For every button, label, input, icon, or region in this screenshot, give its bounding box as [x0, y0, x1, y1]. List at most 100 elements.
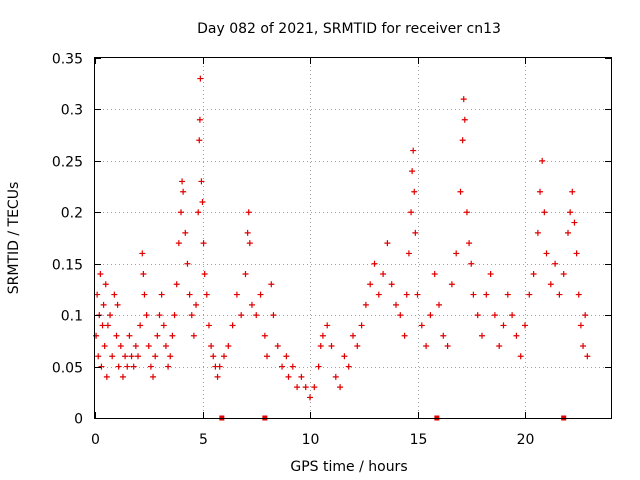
data-point: [197, 75, 204, 82]
data-point: [169, 332, 176, 339]
chart-title: Day 082 of 2021, SRMTID for receiver cn1…: [197, 21, 501, 37]
data-point: [270, 312, 277, 319]
data-point: [311, 384, 318, 391]
data-point: [569, 188, 576, 195]
data-point: [380, 271, 387, 277]
data-point: [388, 281, 395, 288]
data-point: [504, 291, 511, 298]
data-point: [242, 271, 249, 277]
data-point: [341, 353, 348, 360]
x-tick-label: 15: [410, 432, 428, 448]
data-point: [440, 332, 447, 339]
data-point: [423, 343, 430, 349]
data-point: [165, 363, 172, 370]
data-point: [457, 188, 464, 195]
data-point: [135, 353, 141, 360]
grid: [95, 58, 611, 418]
data-point: [375, 291, 382, 298]
data-point: [463, 209, 470, 216]
data-point: [143, 312, 150, 319]
data-point: [264, 353, 270, 360]
data-point: [577, 322, 584, 329]
data-point: [500, 322, 507, 329]
data-point: [162, 343, 169, 349]
data-point: [431, 271, 438, 277]
data-point: [405, 250, 412, 257]
data-point: [345, 363, 352, 370]
data-point: [584, 353, 591, 360]
data-point: [468, 260, 475, 267]
data-point: [182, 229, 189, 236]
data-point: [543, 250, 550, 257]
data-point: [302, 384, 309, 391]
data-point: [158, 291, 165, 298]
data-point: [418, 322, 425, 329]
data-point: [298, 373, 305, 380]
data-point: [139, 250, 146, 257]
data-point: [332, 373, 339, 380]
data-point: [175, 240, 182, 247]
data-point: [221, 353, 227, 360]
data-point: [384, 240, 391, 247]
data-point: [137, 322, 144, 329]
data-point: [95, 353, 102, 360]
data-point: [444, 343, 451, 349]
data-point: [358, 322, 365, 329]
data-point: [150, 373, 157, 380]
data-point: [409, 168, 416, 175]
y-tick-label: 0.1: [61, 309, 83, 325]
data-point: [401, 332, 408, 339]
data-point: [556, 291, 563, 298]
data-point: [195, 209, 202, 216]
data-point: [580, 343, 587, 349]
data-point: [203, 291, 210, 298]
data-point: [200, 240, 207, 247]
data-point: [140, 271, 147, 277]
data-point: [573, 250, 580, 257]
data-point: [160, 322, 167, 329]
data-point: [178, 209, 184, 216]
data-point: [104, 322, 111, 329]
data-point: [103, 373, 110, 380]
data-point: [214, 373, 221, 380]
x-axis-label: GPS time / hours: [290, 459, 407, 475]
data-point: [154, 332, 161, 339]
data-point: [225, 343, 232, 349]
x-tick-label: 0: [91, 432, 100, 448]
data-point: [201, 271, 208, 277]
data-point: [466, 240, 473, 247]
data-point: [94, 291, 101, 298]
data-point: [152, 353, 159, 360]
data-point: [487, 271, 494, 277]
y-tick-label: 0.35: [52, 52, 83, 68]
plot-frame: [94, 57, 612, 419]
data-point: [453, 250, 460, 257]
data-point: [210, 353, 217, 360]
data-point: [208, 343, 215, 349]
data-point: [362, 301, 369, 308]
data-point: [111, 291, 118, 298]
data-point: [567, 209, 574, 216]
data-point: [565, 229, 571, 236]
data-point: [98, 363, 105, 370]
x-tick-label: 10: [302, 432, 320, 448]
data-point: [124, 363, 131, 370]
data-point: [184, 260, 191, 267]
data-point: [196, 137, 203, 144]
data-point: [119, 373, 126, 380]
data-point: [371, 260, 378, 267]
data-point: [537, 188, 544, 195]
data-point: [534, 229, 541, 236]
data-point: [324, 322, 331, 329]
data-point: [99, 322, 106, 329]
data-point: [571, 219, 578, 226]
data-point: [408, 209, 415, 216]
data-point: [253, 312, 260, 319]
data-point: [539, 157, 546, 164]
data-point: [233, 291, 240, 298]
data-point: [397, 312, 404, 319]
data-point: [552, 260, 559, 267]
data-point: [460, 96, 467, 103]
x-tick-label: 5: [199, 432, 208, 448]
